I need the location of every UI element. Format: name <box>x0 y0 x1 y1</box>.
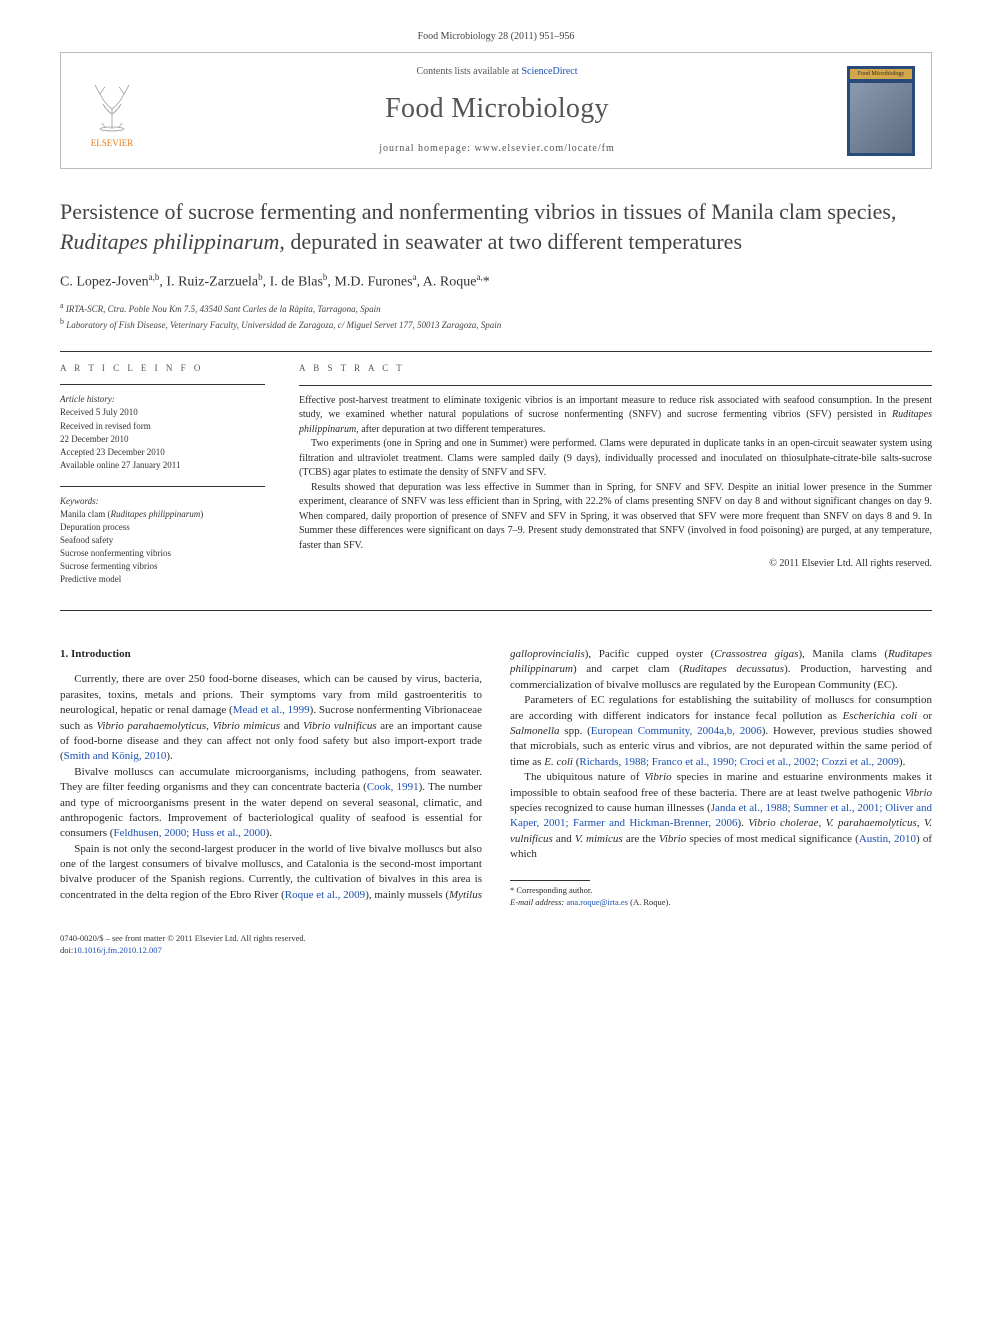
keywords-block: Keywords: Manila clam (Ruditapes philipp… <box>60 495 265 586</box>
footnote-rule <box>510 880 590 881</box>
history-line: Available online 27 January 2011 <box>60 459 265 472</box>
doi-link[interactable]: 10.1016/j.fm.2010.12.007 <box>73 945 162 955</box>
elsevier-tree-icon <box>85 79 139 133</box>
body-paragraph: Currently, there are over 250 food-borne… <box>60 672 482 764</box>
email-label: E-mail address: <box>510 897 564 907</box>
contents-prefix: Contents lists available at <box>416 66 521 77</box>
abs-rule <box>299 385 932 386</box>
header-center: Contents lists available at ScienceDirec… <box>147 65 847 156</box>
abstract-column: A B S T R A C T Effective post-harvest t… <box>299 362 932 600</box>
article-info-heading: A R T I C L E I N F O <box>60 362 265 375</box>
keyword: Predictive model <box>60 573 265 586</box>
affiliations: a IRTA-SCR, Ctra. Poble Nou Km 7.5, 4354… <box>60 300 932 333</box>
affiliation-b-text: Laboratory of Fish Disease, Veterinary F… <box>66 320 501 330</box>
title-italic: Ruditapes philippinarum <box>60 229 279 254</box>
body-text: 1. Introduction Currently, there are ove… <box>60 647 932 909</box>
rule-top <box>60 351 932 352</box>
keyword: Sucrose nonfermenting vibrios <box>60 547 265 560</box>
keyword: Depuration process <box>60 521 265 534</box>
rule-bottom <box>60 610 932 611</box>
abstract-paragraph: Results showed that depuration was less … <box>299 481 932 554</box>
affiliation-a-text: IRTA-SCR, Ctra. Poble Nou Km 7.5, 43540 … <box>66 304 381 314</box>
affiliation-b: b Laboratory of Fish Disease, Veterinary… <box>60 316 932 333</box>
email-line: E-mail address: ana.roque@irta.es (A. Ro… <box>510 897 932 909</box>
article-history: Article history: Received 5 July 2010Rec… <box>60 393 265 471</box>
journal-cover-thumbnail: Food Microbiology <box>847 66 915 156</box>
journal-header: ELSEVIER Contents lists available at Sci… <box>60 52 932 169</box>
homepage-prefix: journal homepage: <box>379 143 474 154</box>
abstract-heading: A B S T R A C T <box>299 362 932 375</box>
history-line: Received 5 July 2010 <box>60 406 265 419</box>
homepage-url: www.elsevier.com/locate/fm <box>474 143 614 154</box>
bottom-metadata: 0740-0020/$ – see front matter © 2011 El… <box>60 933 932 957</box>
abstract-paragraph: Effective post-harvest treatment to elim… <box>299 394 932 438</box>
corresponding-author: * Corresponding author. <box>510 885 932 897</box>
keyword: Seafood safety <box>60 534 265 547</box>
body-paragraph: Bivalve molluscs can accumulate microorg… <box>60 765 482 842</box>
article-title: Persistence of sucrose fermenting and no… <box>60 197 932 256</box>
front-matter-line: 0740-0020/$ – see front matter © 2011 El… <box>60 933 932 945</box>
cover-title: Food Microbiology <box>850 69 912 79</box>
footnotes: * Corresponding author. E-mail address: … <box>510 885 932 909</box>
body-paragraph: The ubiquitous nature of Vibrio species … <box>510 770 932 862</box>
history-line: 22 December 2010 <box>60 433 265 446</box>
keyword: Sucrose fermenting vibrios <box>60 560 265 573</box>
email-link[interactable]: ana.roque@irta.es <box>566 897 628 907</box>
copyright-line: © 2011 Elsevier Ltd. All rights reserved… <box>299 557 932 572</box>
keywords-label: Keywords: <box>60 495 265 508</box>
keyword: Manila clam (Ruditapes philippinarum) <box>60 508 265 521</box>
title-part-2: , depurated in seawater at two different… <box>279 229 742 254</box>
title-part-1: Persistence of sucrose fermenting and no… <box>60 199 896 224</box>
abstract-paragraph: Two experiments (one in Spring and one i… <box>299 437 932 481</box>
history-line: Accepted 23 December 2010 <box>60 446 265 459</box>
history-line: Received in revised form <box>60 420 265 433</box>
contents-available-line: Contents lists available at ScienceDirec… <box>147 65 847 79</box>
email-author: (A. Roque). <box>630 897 670 907</box>
authors-line: C. Lopez-Jovena,b, I. Ruiz-Zarzuelab, I.… <box>60 271 932 292</box>
doi-line: doi:10.1016/j.fm.2010.12.007 <box>60 945 932 957</box>
doi-label: doi: <box>60 945 73 955</box>
body-paragraph: Parameters of EC regulations for establi… <box>510 693 932 770</box>
article-info-column: A R T I C L E I N F O Article history: R… <box>60 362 265 600</box>
elsevier-logo: ELSEVIER <box>77 72 147 150</box>
section-1-heading: 1. Introduction <box>60 647 482 662</box>
elsevier-label: ELSEVIER <box>91 137 134 150</box>
affiliation-a: a IRTA-SCR, Ctra. Poble Nou Km 7.5, 4354… <box>60 300 932 317</box>
info-abstract-row: A R T I C L E I N F O Article history: R… <box>60 362 932 600</box>
history-label: Article history: <box>60 393 265 406</box>
sciencedirect-link[interactable]: ScienceDirect <box>521 66 577 77</box>
cover-image <box>850 83 912 153</box>
homepage-line: journal homepage: www.elsevier.com/locat… <box>147 142 847 156</box>
info-rule-2 <box>60 486 265 487</box>
journal-name: Food Microbiology <box>147 89 847 128</box>
info-rule-1 <box>60 384 265 385</box>
citation-line: Food Microbiology 28 (2011) 951–956 <box>60 30 932 44</box>
